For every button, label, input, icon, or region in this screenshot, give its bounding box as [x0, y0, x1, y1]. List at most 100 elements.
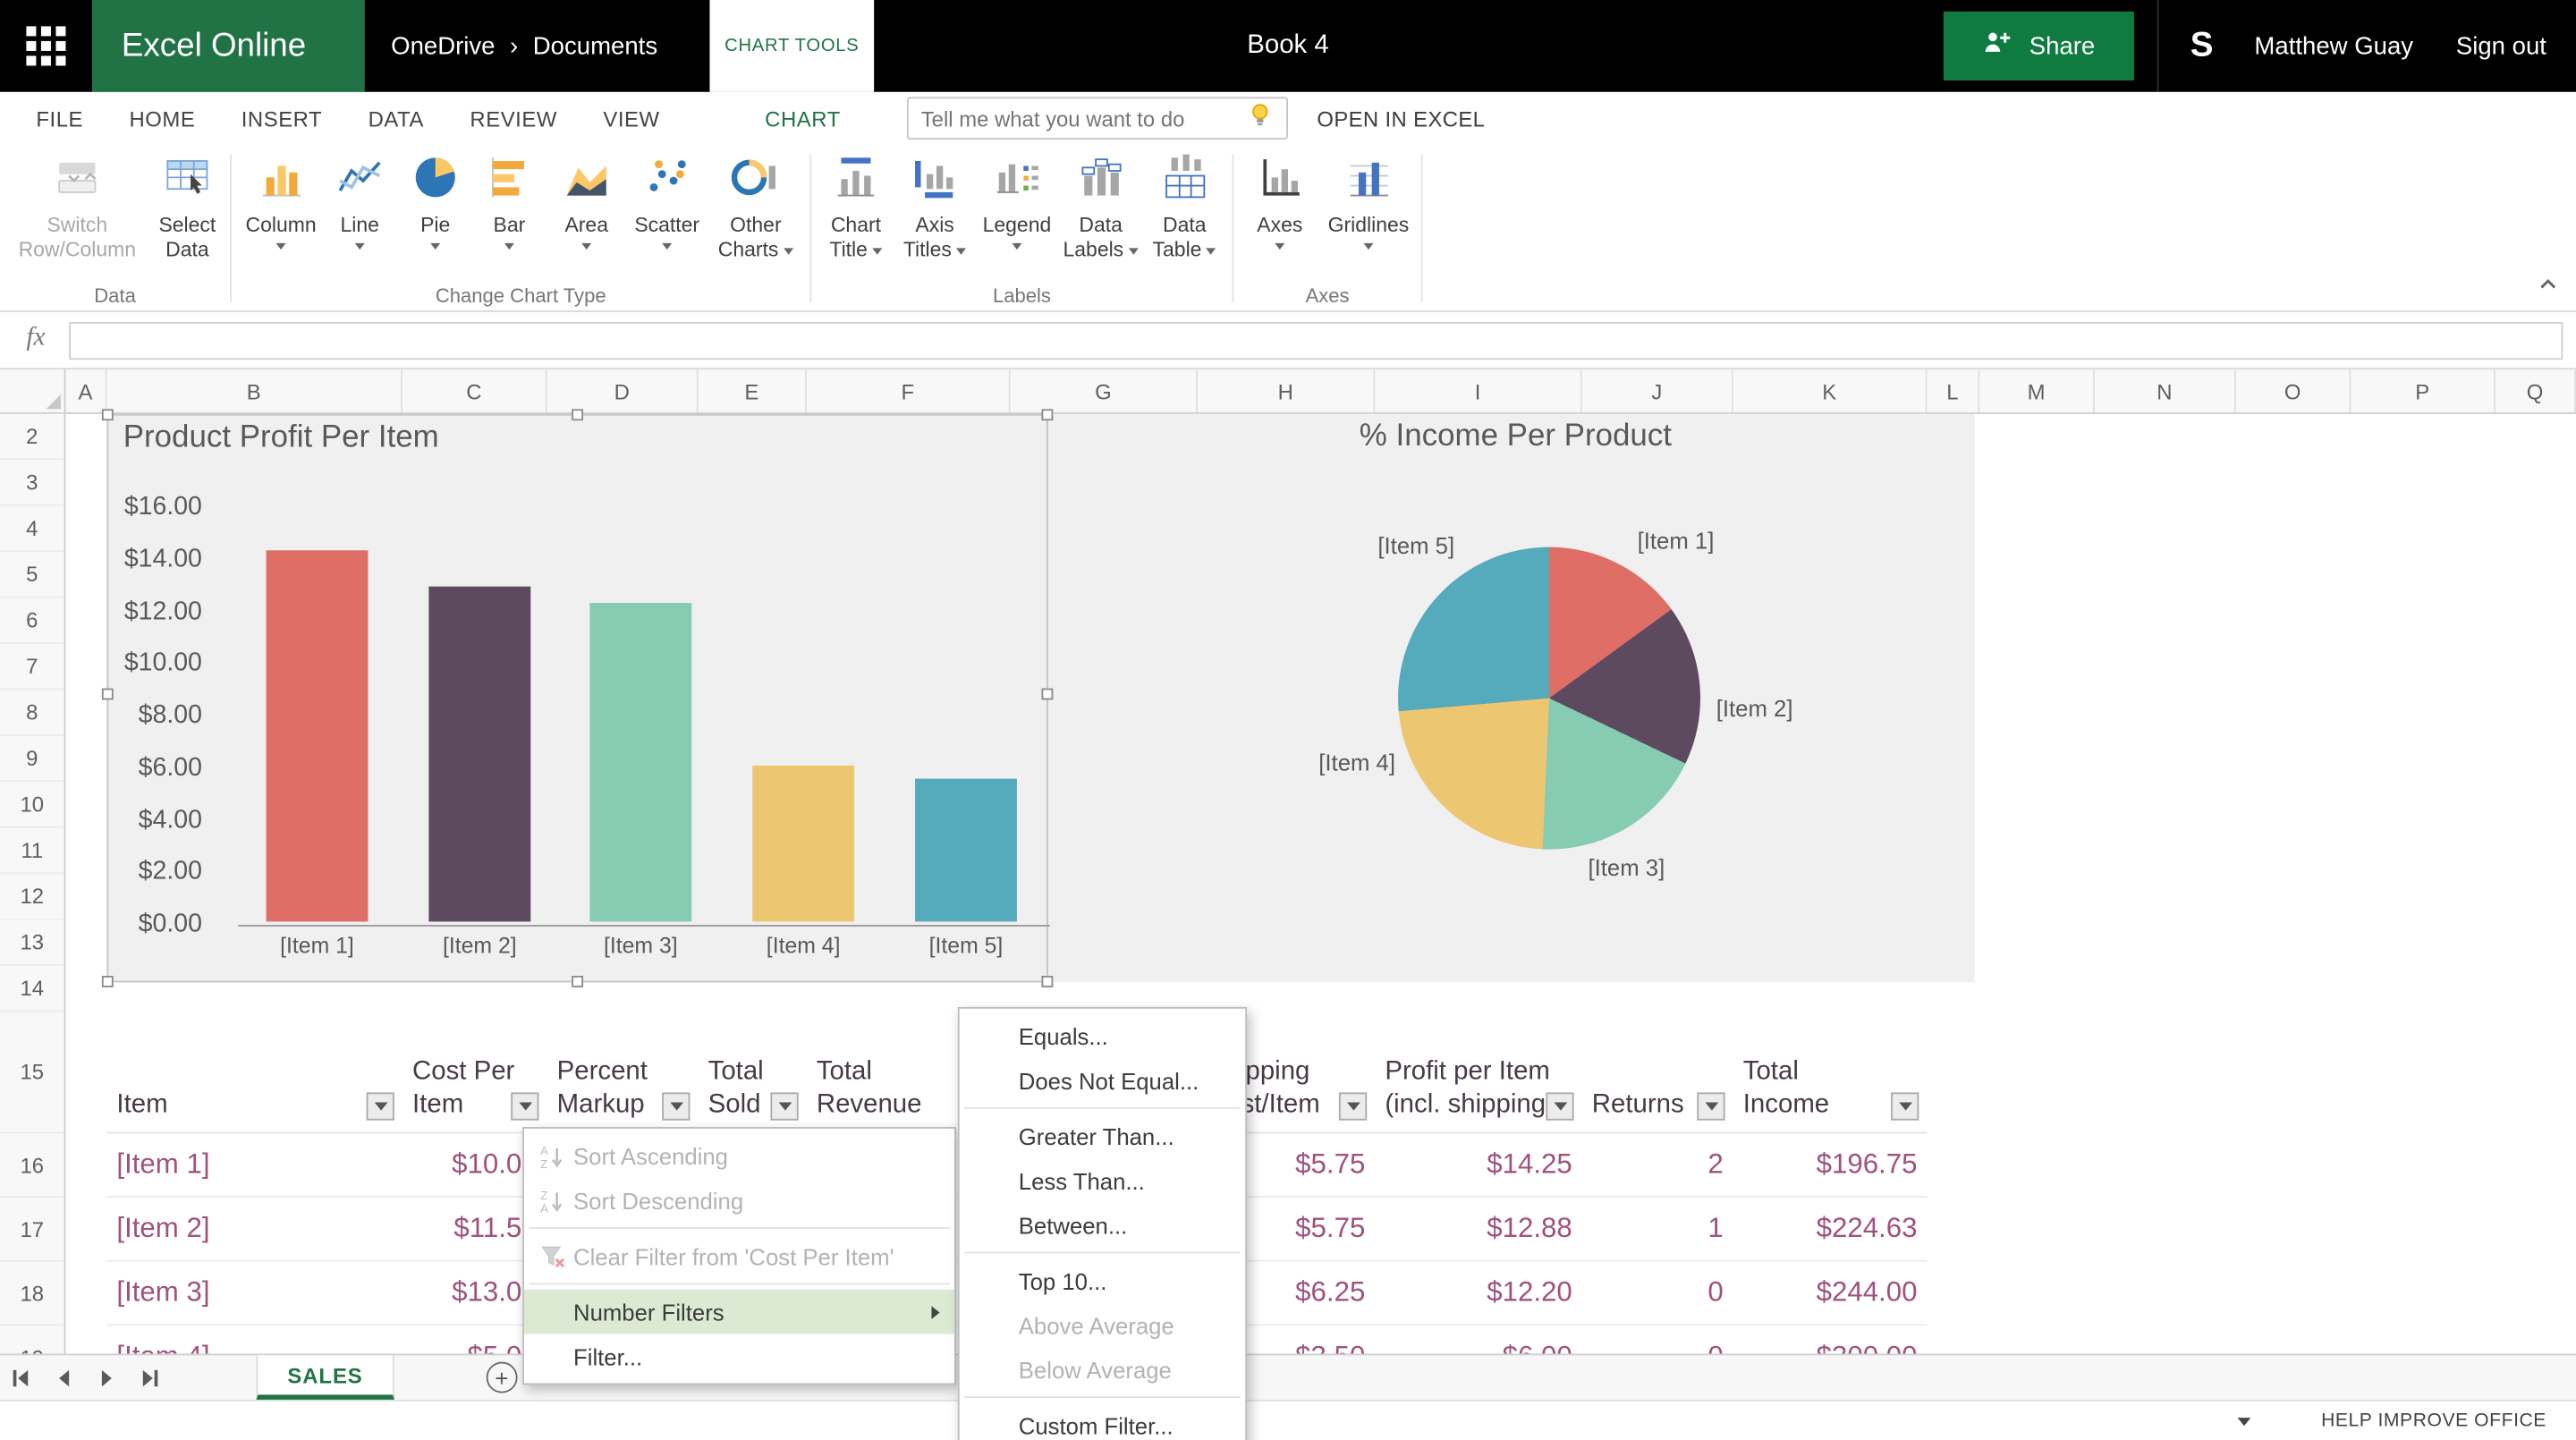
table-header-cell[interactable]: Item: [106, 1012, 402, 1131]
select-all-corner[interactable]: [0, 369, 66, 413]
column-header-C[interactable]: C: [402, 369, 547, 413]
menu-item-number-filters[interactable]: Number Filters: [523, 1289, 955, 1334]
app-brand[interactable]: Excel Online: [91, 0, 365, 92]
first-sheet-button[interactable]: [0, 1354, 43, 1400]
filter-button[interactable]: [770, 1092, 799, 1121]
column-header-P[interactable]: P: [2351, 369, 2496, 413]
table-cell[interactable]: [Item 1]: [116, 1148, 210, 1180]
row-header-13[interactable]: 13: [0, 920, 64, 966]
column-chart-button[interactable]: Column: [243, 153, 318, 250]
selection-handle[interactable]: [1041, 976, 1054, 987]
workbook-title[interactable]: Book 4: [1247, 30, 1329, 60]
selection-handle[interactable]: [1041, 688, 1054, 700]
menu-item-top-10[interactable]: Top 10...: [1018, 1267, 1107, 1294]
column-header-K[interactable]: K: [1733, 369, 1928, 413]
bar-item-2[interactable]: [428, 585, 531, 922]
skype-icon[interactable]: S: [2190, 26, 2214, 64]
gridlines-button[interactable]: Gridlines: [1324, 153, 1412, 250]
row-header-10[interactable]: 10: [0, 782, 64, 828]
bar-item-4[interactable]: [752, 765, 855, 922]
table-cell[interactable]: 0: [1707, 1276, 1724, 1309]
help-improve-office-link[interactable]: HELP IMPROVE OFFICE: [2321, 1410, 2546, 1431]
selection-handle[interactable]: [1041, 409, 1054, 421]
table-cell[interactable]: $6.25: [1295, 1276, 1366, 1309]
filter-button[interactable]: [1891, 1092, 1919, 1121]
menu-item-equals[interactable]: Equals...: [1018, 1022, 1108, 1049]
previous-sheet-button[interactable]: [43, 1354, 86, 1400]
table-header-cell[interactable]: Total Sold: [699, 1012, 807, 1131]
data-labels-button[interactable]: Data Labels: [1062, 153, 1140, 263]
row-header-3[interactable]: 3: [0, 460, 64, 506]
tab-review[interactable]: REVIEW: [470, 106, 557, 131]
row-header-18[interactable]: 18: [0, 1262, 64, 1326]
table-cell[interactable]: $5.75: [1295, 1148, 1366, 1180]
table-cell[interactable]: [Item 2]: [116, 1212, 210, 1244]
bar-chart[interactable]: Product Profit Per Item $0.00 $2.00 $4.00 $…: [101, 409, 1054, 987]
bar-chart-button[interactable]: Bar: [473, 153, 546, 250]
column-header-F[interactable]: F: [807, 369, 1011, 413]
selection-handle[interactable]: [572, 409, 584, 421]
tell-me-box[interactable]: [906, 97, 1288, 140]
column-header-A[interactable]: A: [65, 369, 107, 413]
table-header-cell[interactable]: Cost Per Item: [402, 1012, 547, 1131]
axis-titles-button[interactable]: Axis Titles: [897, 153, 972, 263]
user-name[interactable]: Matthew Guay: [2254, 31, 2414, 61]
pie-graphic[interactable]: [1398, 546, 1701, 850]
selection-handle[interactable]: [101, 409, 114, 421]
table-cell[interactable]: $5.75: [1295, 1212, 1366, 1244]
row-header-5[interactable]: 5: [0, 552, 64, 598]
menu-item-greater-than[interactable]: Greater Than...: [1018, 1122, 1174, 1149]
tab-file[interactable]: FILE: [36, 106, 84, 131]
menu-item-filter[interactable]: Filter...: [573, 1343, 643, 1369]
share-button[interactable]: Share: [1944, 11, 2135, 80]
row-header-7[interactable]: 7: [0, 644, 64, 690]
scatter-chart-button[interactable]: Scatter: [628, 153, 707, 250]
column-header-D[interactable]: D: [547, 369, 699, 413]
breadcrumb-documents[interactable]: Documents: [532, 31, 658, 61]
column-header-J[interactable]: J: [1582, 369, 1733, 413]
sheet-tab-sales[interactable]: SALES: [256, 1355, 394, 1400]
bar-item-1[interactable]: [266, 549, 369, 922]
area-chart-button[interactable]: Area: [548, 153, 623, 250]
tab-view[interactable]: VIEW: [603, 106, 660, 131]
table-cell[interactable]: 2: [1707, 1148, 1724, 1180]
row-header-15[interactable]: 15: [0, 1012, 64, 1134]
menu-item-less-than[interactable]: Less Than...: [1018, 1166, 1145, 1194]
table-header-cell[interactable]: Profit per Item (incl. shipping): [1375, 1012, 1581, 1131]
tell-me-input[interactable]: [920, 106, 1247, 131]
selection-handle[interactable]: [101, 976, 114, 987]
table-cell[interactable]: $224.63: [1816, 1212, 1918, 1244]
legend-button[interactable]: Legend: [976, 153, 1058, 250]
column-header-M[interactable]: M: [1979, 369, 2095, 413]
line-chart-button[interactable]: Line: [326, 153, 394, 250]
collapse-ribbon-button[interactable]: [2537, 273, 2560, 304]
formula-input[interactable]: [69, 321, 2563, 360]
column-header-Q[interactable]: Q: [2496, 369, 2576, 413]
row-header-16[interactable]: 16: [0, 1133, 64, 1198]
axes-button[interactable]: Axes: [1242, 153, 1318, 250]
column-header-H[interactable]: H: [1198, 369, 1376, 413]
select-data-button[interactable]: Select Data: [148, 153, 226, 263]
bar-item-5[interactable]: [915, 779, 1017, 922]
chart-tools-contextual-tab[interactable]: CHART TOOLS: [709, 0, 875, 92]
next-sheet-button[interactable]: [86, 1354, 129, 1400]
open-in-excel-button[interactable]: OPEN IN EXCEL: [1317, 106, 1486, 131]
app-launcher-button[interactable]: [0, 0, 92, 92]
row-header-8[interactable]: 8: [0, 690, 64, 736]
other-charts-button[interactable]: Other Charts: [713, 153, 799, 263]
filter-button[interactable]: [662, 1092, 691, 1121]
menu-item-does-not-equal[interactable]: Does Not Equal...: [1018, 1066, 1199, 1094]
pie-chart-button[interactable]: Pie: [401, 153, 470, 250]
bar-item-3[interactable]: [589, 603, 692, 922]
menu-item-between[interactable]: Between...: [1018, 1211, 1128, 1238]
row-header-2[interactable]: 2: [0, 414, 64, 461]
table-cell[interactable]: $14.25: [1487, 1148, 1572, 1180]
filter-button[interactable]: [1338, 1092, 1368, 1121]
row-header-6[interactable]: 6: [0, 598, 64, 644]
column-header-I[interactable]: I: [1375, 369, 1582, 413]
row-header-9[interactable]: 9: [0, 736, 64, 783]
table-cell[interactable]: $12.88: [1487, 1212, 1572, 1244]
sign-out-link[interactable]: Sign out: [2455, 31, 2546, 61]
column-header-O[interactable]: O: [2236, 369, 2351, 413]
table-header-cell[interactable]: Returns: [1582, 1012, 1733, 1131]
